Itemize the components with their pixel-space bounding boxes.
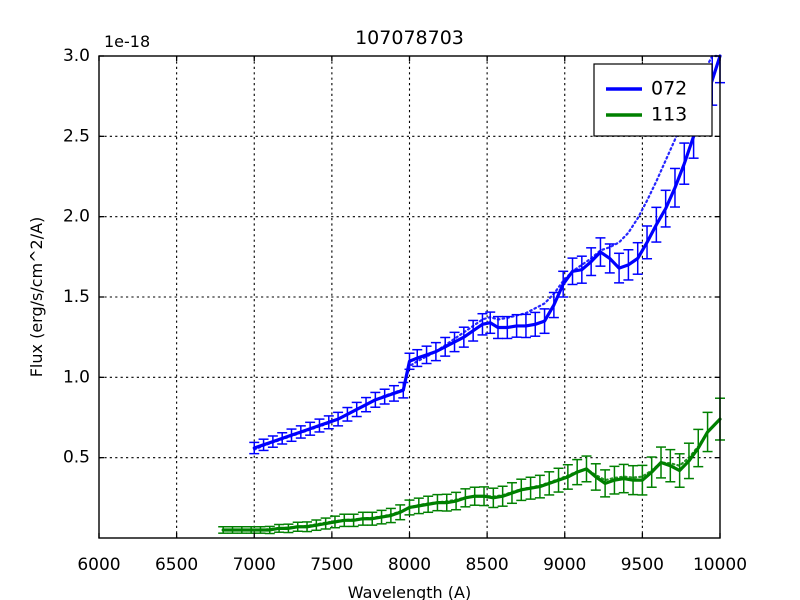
y-axis-offset-text: 1e-18 [104, 32, 150, 51]
xtick-label: 10000 [693, 555, 747, 575]
xtick-label: 9000 [543, 555, 586, 575]
xtick-label: 8500 [465, 555, 508, 575]
series-072 [249, 54, 725, 455]
series-113 [218, 397, 725, 535]
plot-title: 107078703 [355, 27, 464, 49]
data-line-072 [252, 54, 722, 450]
x-axis-label: Wavelength (A) [348, 583, 471, 600]
xtick-label: 7500 [310, 555, 353, 575]
xtick-label: 7000 [233, 555, 276, 575]
ytick-label: 2.0 [63, 207, 90, 227]
legend-label-072: 072 [651, 78, 687, 100]
xtick-label: 9500 [621, 555, 664, 575]
ytick-label: 1.5 [63, 287, 90, 307]
ytick-label: 3.0 [63, 46, 90, 66]
y-axis-label: Flux (erg/s/cm^2/A) [27, 217, 46, 378]
ytick-label: 2.5 [63, 126, 90, 146]
xtick-label: 6500 [155, 555, 198, 575]
ytick-label: 1.0 [63, 367, 90, 387]
legend-box[interactable] [593, 63, 713, 137]
ytick-label: 0.5 [63, 448, 90, 468]
xtick-label: 6000 [77, 555, 120, 575]
data-line-113 [221, 417, 722, 532]
xtick-label: 8000 [388, 555, 431, 575]
legend-label-113: 113 [651, 104, 687, 126]
